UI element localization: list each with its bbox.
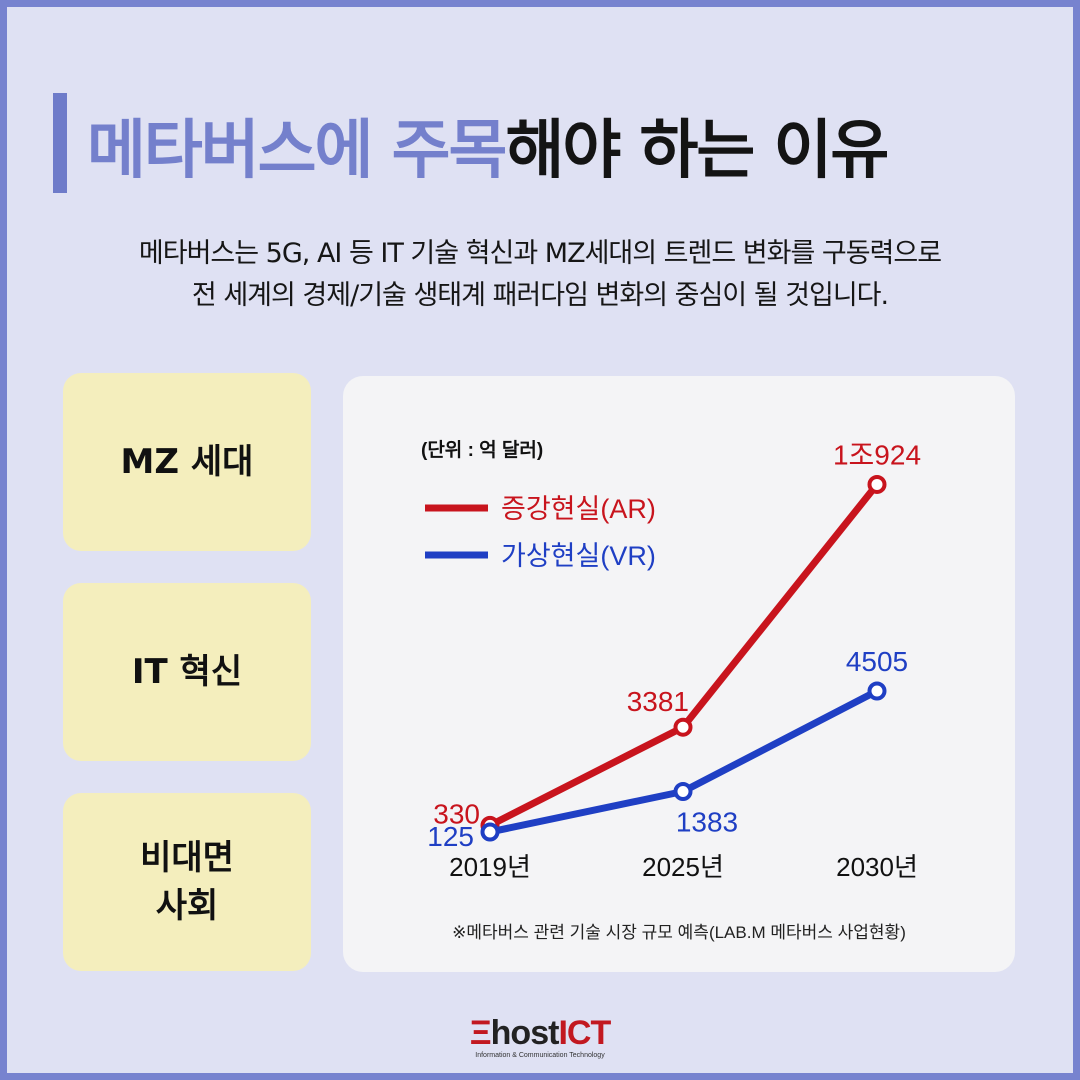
- logo-e-mark: Ξ: [469, 1014, 492, 1052]
- page-title: 메타버스에 주목해야 하는 이유: [87, 99, 889, 191]
- brand-logo: ΞhostICT Information & Communication Tec…: [7, 1015, 1073, 1061]
- series-line-0: [486, 480, 881, 829]
- driver-card-untact: 비대면 사회: [63, 793, 311, 971]
- chart-panel: (단위 : 억 달러) 증강현실(AR) 가상현실(VR) 2019년 2025년 203…: [343, 376, 1015, 972]
- data-point-0-2: [867, 474, 887, 494]
- market-size-line-chart: (단위 : 억 달러) 증강현실(AR) 가상현실(VR) 2019년 2025년 203…: [421, 439, 921, 942]
- legend-label-0: 증강현실(AR): [501, 494, 656, 524]
- x-tick-label-0: 2019년: [449, 852, 531, 882]
- logo-wordmark: ΞhostICT: [7, 1015, 1073, 1051]
- unit-note: (단위 : 억 달러): [421, 439, 543, 461]
- data-label-1-2: 4505: [846, 646, 908, 677]
- title-accent-bar: [53, 93, 67, 193]
- data-label-0-1: 3381: [627, 686, 689, 717]
- logo-tagline: Information & Communication Technology: [475, 1052, 605, 1059]
- title-rest-text: 해야 하는 이유: [505, 114, 889, 188]
- data-point-1-0: [480, 822, 500, 842]
- data-point-0-1: [673, 717, 693, 737]
- driver-card-label: MZ 세대: [120, 442, 254, 482]
- intro-line-1: 메타버스는 5G, AI 등 IT 기술 혁신과 MZ세대의 트렌드 변화를 구…: [138, 238, 942, 269]
- logo-ict-text: ICT: [558, 1014, 611, 1052]
- legend-label-1: 가상현실(VR): [501, 541, 656, 571]
- data-label-1-1: 1383: [676, 806, 738, 837]
- data-label-0-2: 1조924: [833, 439, 921, 470]
- driver-card-label-line-1: 비대면: [140, 838, 234, 878]
- data-point-1-1: [673, 781, 693, 801]
- title-accent-text: 메타버스에 주목: [87, 114, 507, 188]
- x-tick-label-1: 2025년: [642, 852, 724, 882]
- intro-paragraph: 메타버스는 5G, AI 등 IT 기술 혁신과 MZ세대의 트렌드 변화를 구…: [7, 233, 1073, 317]
- logo-host-text: host: [490, 1014, 560, 1052]
- driver-card-mz: MZ 세대: [63, 373, 311, 551]
- driver-card-it: IT 혁신: [63, 583, 311, 761]
- data-label-0-0: 330: [433, 798, 480, 829]
- data-point-1-2: [867, 681, 887, 701]
- x-tick-label-2: 2030년: [836, 852, 918, 882]
- driver-card-label-line-2: 사회: [155, 886, 219, 926]
- intro-line-2: 전 세계의 경제/기술 생태계 패러다임 변화의 중심이 될 것입니다.: [191, 280, 889, 311]
- driver-card-label: IT 혁신: [131, 652, 243, 692]
- source-note: ※메타버스 관련 기술 시장 규모 예측(LAB.M 메타버스 사업현황): [452, 923, 906, 942]
- data-label-1-0: 125: [427, 821, 474, 852]
